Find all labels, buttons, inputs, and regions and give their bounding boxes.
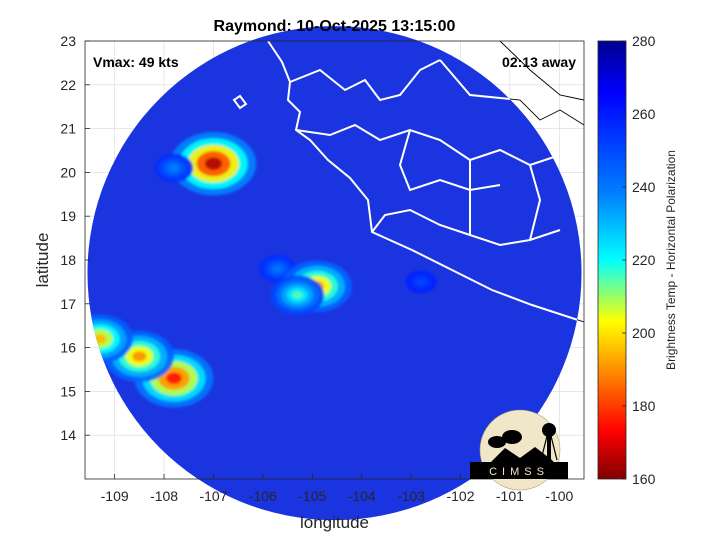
convective-feature bbox=[132, 351, 147, 362]
chart-title: Raymond: 10-Oct-2025 13:15:00 bbox=[214, 18, 456, 35]
colorbar-tick-label: 260 bbox=[632, 106, 656, 122]
swath-disk bbox=[87, 26, 582, 521]
convective-feature bbox=[292, 291, 303, 299]
x-tick-label: -106 bbox=[249, 488, 277, 504]
x-tick-label: -102 bbox=[446, 488, 474, 504]
colorbar-tick-label: 200 bbox=[632, 325, 656, 341]
colorbar-tick-label: 240 bbox=[632, 179, 656, 195]
convective-feature bbox=[417, 279, 425, 285]
convective-feature bbox=[204, 157, 223, 170]
x-tick-label: -103 bbox=[397, 488, 425, 504]
cimss-logo-text: CIMSS bbox=[489, 466, 549, 478]
colorbar-tick-label: 160 bbox=[632, 471, 656, 487]
colorbar-ticks: 160 180 200 220 240 260 280 bbox=[622, 33, 656, 487]
colorbar-tick-label: 220 bbox=[632, 252, 656, 268]
axis-ticks: -109 -108 -107 -106 -105 -104 -103 -102 -101 -100… bbox=[60, 33, 573, 504]
y-tick-label: 23 bbox=[60, 33, 76, 49]
colorbar-tick-label: 180 bbox=[632, 398, 656, 414]
convective-feature bbox=[166, 372, 182, 385]
x-tick-label: -101 bbox=[496, 488, 524, 504]
x-axis-label: longitude bbox=[300, 513, 369, 532]
y-tick-label: 19 bbox=[60, 208, 76, 224]
x-tick-label: -105 bbox=[298, 488, 326, 504]
colorbar-tick-label: 280 bbox=[632, 33, 656, 49]
convective-feature bbox=[273, 266, 282, 272]
colorbar-label: Brightness Temp - Horizontal Polarizatio… bbox=[664, 150, 678, 370]
cimss-logo: CIMSS bbox=[470, 409, 568, 491]
x-tick-label: -100 bbox=[545, 488, 573, 504]
y-tick-label: 20 bbox=[60, 164, 76, 180]
colorbar bbox=[597, 40, 627, 480]
time-away-annotation: 02:13 away bbox=[502, 54, 576, 70]
x-tick-label: -107 bbox=[199, 488, 227, 504]
vmax-annotation: Vmax: 49 kts bbox=[93, 54, 179, 70]
y-tick-label: 22 bbox=[60, 77, 76, 93]
convective-feature bbox=[170, 165, 178, 171]
y-axis-label: latitude bbox=[33, 233, 52, 288]
y-tick-label: 18 bbox=[60, 252, 76, 268]
x-tick-label: -108 bbox=[150, 488, 178, 504]
y-tick-label: 16 bbox=[60, 340, 76, 356]
x-tick-label: -109 bbox=[101, 488, 129, 504]
y-tick-label: 21 bbox=[60, 121, 76, 137]
y-tick-label: 14 bbox=[60, 427, 76, 443]
y-tick-label: 17 bbox=[60, 296, 76, 312]
x-tick-label: -104 bbox=[348, 488, 376, 504]
y-tick-label: 15 bbox=[60, 383, 76, 399]
